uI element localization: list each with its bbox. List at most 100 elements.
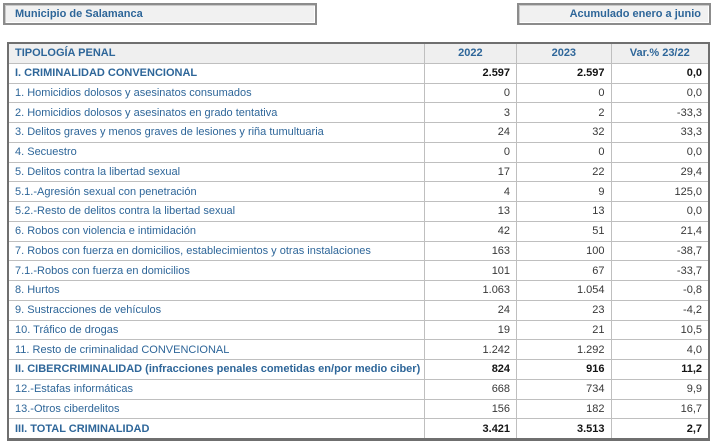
row-value-var: 0,0 (686, 146, 702, 159)
row-value-2023: 182 (517, 399, 612, 419)
row-value-2022: 824 (425, 360, 518, 379)
row-value-2023: 100 (517, 241, 612, 261)
row-label: 2. Homicidios dolosos y asesinatos en gr… (9, 103, 425, 122)
row-value-2022: 17 (425, 162, 518, 182)
row-value-var: 0,0 (686, 67, 702, 80)
row-value-2022: 13 (425, 202, 518, 221)
row-value-2022: 156 (425, 399, 518, 419)
row-value-2022: 42 (425, 221, 518, 241)
table-row: 11. Resto de criminalidad CONVENCIONAL 1… (9, 340, 708, 360)
row-label: 1. Homicidios dolosos y asesinatos consu… (9, 83, 425, 103)
region-label-box: Municipio de Salamanca (3, 3, 317, 25)
table-row: I. CRIMINALIDAD CONVENCIONAL 2.597 2.597… (9, 63, 708, 84)
row-label: 12.-Estafas informáticas (9, 379, 425, 399)
row-label: 8. Hurtos (9, 281, 425, 300)
row-value-2023: 13 (517, 202, 612, 221)
row-value-2023: 1.054 (517, 281, 612, 300)
table-row: 7. Robos con fuerza en domicilios, estab… (9, 241, 708, 262)
table-header-row: TIPOLOGÍA PENAL 2022 2023 Var.% 23/22 (9, 44, 708, 64)
table-row: 1. Homicidios dolosos y asesinatos consu… (9, 83, 708, 104)
row-value-2023: 0 (517, 83, 612, 103)
row-value-2022: 101 (425, 261, 518, 280)
row-value-var: 16,7 (680, 402, 702, 415)
row-label: 3. Delitos graves y menos graves de lesi… (9, 123, 425, 142)
row-value-var: 10,5 (680, 323, 702, 336)
row-value-2022: 24 (425, 300, 518, 320)
table-row: 3. Delitos graves y menos graves de lesi… (9, 123, 708, 143)
table-row: 10. Tráfico de drogas 19 21 10,5 (9, 320, 708, 341)
row-value-var: -33,3 (676, 106, 702, 119)
row-label: 9. Sustracciones de vehículos (9, 300, 425, 320)
row-label: 10. Tráfico de drogas (9, 320, 425, 340)
crime-statistics-table: TIPOLOGÍA PENAL 2022 2023 Var.% 23/22 I.… (7, 42, 710, 441)
table-row: 4. Secuestro 0 0 0,0 (9, 142, 708, 163)
row-value-var: 33,3 (680, 126, 702, 139)
row-value-var: -38,7 (676, 244, 702, 257)
column-header-var: Var.% 23/22 (629, 47, 690, 60)
row-value-var: 9,9 (686, 383, 702, 396)
row-value-var: -4,2 (683, 304, 702, 317)
column-header-2023: 2023 (517, 44, 612, 63)
row-value-2023: 22 (517, 162, 612, 182)
row-value-2022: 19 (425, 320, 518, 340)
row-value-2023: 32 (517, 123, 612, 142)
region-label: Municipio de Salamanca (15, 8, 143, 20)
row-label: 6. Robos con violencia e intimidación (9, 221, 425, 241)
row-value-var: 0,0 (686, 205, 702, 218)
row-value-2022: 2.597 (425, 63, 518, 83)
row-value-var: 11,2 (681, 363, 702, 376)
row-value-2023: 9 (517, 182, 612, 201)
row-label: I. CRIMINALIDAD CONVENCIONAL (9, 63, 425, 83)
row-label: 5. Delitos contra la libertad sexual (9, 162, 425, 182)
row-value-2023: 0 (517, 142, 612, 162)
row-value-var: 4,0 (686, 343, 702, 356)
row-value-2022: 0 (425, 83, 518, 103)
column-header-2022: 2022 (425, 44, 518, 63)
row-label: 7.1.-Robos con fuerza en domicilios (9, 261, 425, 280)
row-value-2022: 3.421 (425, 419, 518, 438)
row-label: 13.-Otros ciberdelitos (9, 399, 425, 419)
row-label: 5.2.-Resto de delitos contra la libertad… (9, 202, 425, 221)
row-label: II. CIBERCRIMINALIDAD (infracciones pena… (9, 360, 425, 379)
table-row: III. TOTAL CRIMINALIDAD 3.421 3.513 2,7 (9, 419, 708, 438)
table-row: 2. Homicidios dolosos y asesinatos en gr… (9, 103, 708, 123)
row-value-var: 125,0 (674, 185, 702, 198)
row-value-var: 29,4 (680, 165, 702, 178)
table-row: 9. Sustracciones de vehículos 24 23 -4,2 (9, 300, 708, 321)
period-label-box: Acumulado enero a junio (517, 3, 711, 25)
row-value-2023: 51 (517, 221, 612, 241)
row-value-2022: 1.063 (425, 281, 518, 300)
row-value-2023: 1.292 (517, 340, 612, 359)
row-value-var: -33,7 (676, 264, 702, 277)
period-label: Acumulado enero a junio (569, 8, 701, 20)
row-value-var: 0,0 (686, 86, 702, 99)
table-row: 8. Hurtos 1.063 1.054 -0,8 (9, 281, 708, 301)
row-value-2023: 734 (517, 379, 612, 399)
row-value-2022: 1.242 (425, 340, 518, 359)
row-value-2022: 163 (425, 241, 518, 261)
row-label: 7. Robos con fuerza en domicilios, estab… (9, 241, 425, 261)
row-label: III. TOTAL CRIMINALIDAD (9, 419, 425, 438)
row-value-2023: 2.597 (517, 63, 612, 83)
row-label: 11. Resto de criminalidad CONVENCIONAL (9, 340, 425, 359)
row-value-2023: 916 (517, 360, 612, 379)
row-value-2022: 3 (425, 103, 518, 122)
column-header-tipologia: TIPOLOGÍA PENAL (9, 44, 425, 63)
row-label: 5.1.-Agresión sexual con penetración (9, 182, 425, 201)
row-label: 4. Secuestro (9, 142, 425, 162)
row-value-2023: 3.513 (517, 419, 612, 438)
table-row: II. CIBERCRIMINALIDAD (infracciones pena… (9, 360, 708, 380)
row-value-2022: 4 (425, 182, 518, 201)
table-row: 7.1.-Robos con fuerza en domicilios 101 … (9, 261, 708, 281)
table-row: 13.-Otros ciberdelitos 156 182 16,7 (9, 399, 708, 420)
row-value-2023: 67 (517, 261, 612, 280)
row-value-var: 2,7 (686, 422, 702, 435)
table-row: 12.-Estafas informáticas 668 734 9,9 (9, 379, 708, 400)
row-value-2022: 668 (425, 379, 518, 399)
row-value-2023: 2 (517, 103, 612, 122)
row-value-2023: 21 (517, 320, 612, 340)
row-value-var: -0,8 (683, 284, 702, 297)
table-row: 5. Delitos contra la libertad sexual 17 … (9, 162, 708, 183)
row-value-var: 21,4 (680, 225, 702, 238)
row-value-2022: 24 (425, 123, 518, 142)
